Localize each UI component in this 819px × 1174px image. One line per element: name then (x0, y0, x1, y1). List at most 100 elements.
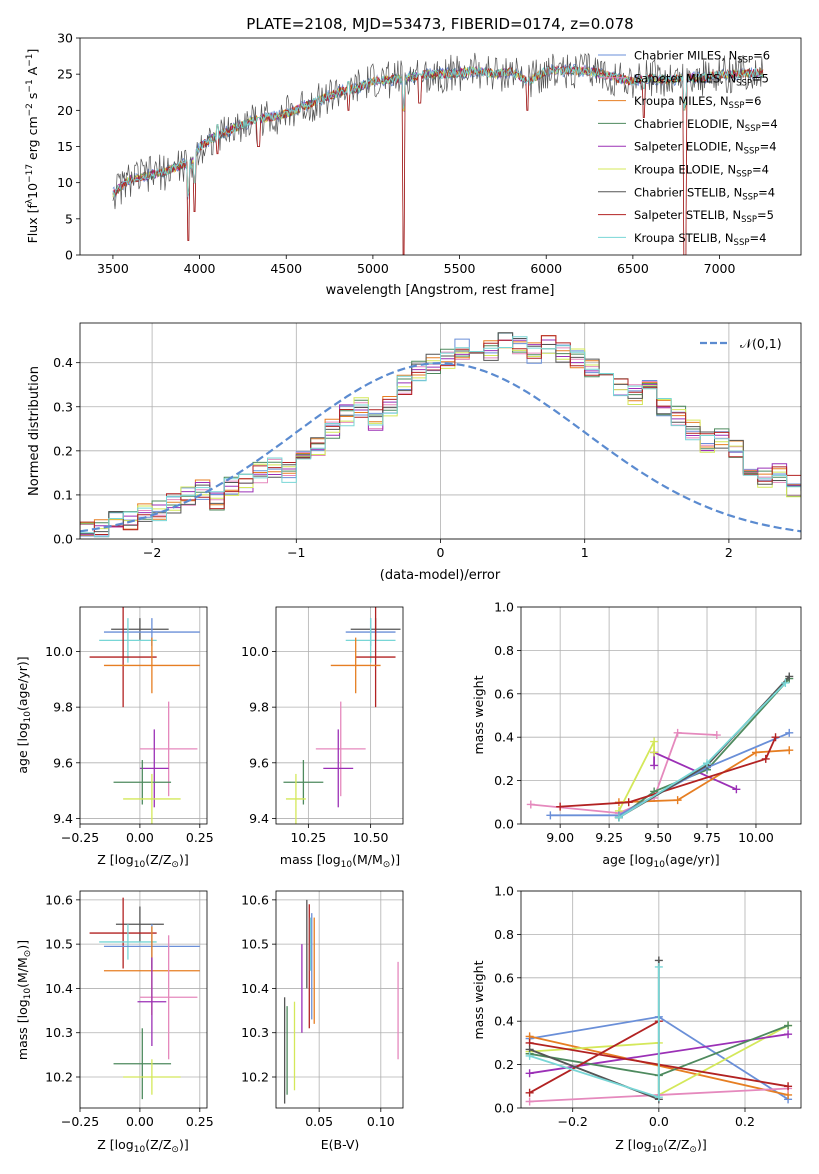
x-tick-label: 5000 (357, 261, 389, 276)
weight-marker (525, 1051, 534, 1060)
y-axis-label: Flux [fλ10−17 erg cm−2 s−1 A−1] (25, 49, 40, 244)
legend-sub: SSP (742, 192, 758, 202)
weight-marker (654, 962, 663, 971)
label-part: (age/yr)] (665, 852, 720, 867)
mass-weight-z-panel: −0.2 0.0 0.2 0.0 0.2 0.4 0.6 0.8 1.0 (494, 884, 802, 1129)
spectrum-lines (112, 52, 764, 255)
legend-sub: SSP (729, 101, 745, 111)
y-tick-label: 10.0 (241, 644, 269, 659)
x-tick-label: −0.25 (61, 1114, 99, 1129)
x-axis-label: (data-model)/error (380, 568, 501, 583)
label-part: −17 (25, 164, 35, 183)
label-part: )] (390, 852, 400, 867)
y-tick-label: 10.3 (241, 1025, 269, 1040)
label-part: ] (25, 49, 40, 54)
legend-count: =4 (752, 163, 769, 177)
legend-name: Kroupa MILES, N (634, 94, 729, 108)
x-tick-label: 9.00 (546, 830, 574, 845)
x-tick-label: 9.25 (595, 830, 623, 845)
weight-marker (525, 1088, 534, 1097)
legend-sub: SSP (736, 170, 752, 180)
x-tick-label: 0.2 (735, 1114, 755, 1129)
weight-marker (784, 1082, 793, 1091)
x-tick-label: −0.25 (61, 830, 99, 845)
legend-sub: SSP (745, 124, 761, 134)
label-part: −1 (25, 54, 35, 67)
x-tick-label: −0.2 (558, 1114, 588, 1129)
weight-marker (761, 754, 770, 763)
weight-marker (751, 748, 760, 757)
weight-marker (650, 737, 659, 746)
weight-marker (650, 761, 659, 770)
weight-marker (785, 672, 794, 681)
legend-name: Chabrier STELIB, N (634, 185, 742, 199)
label-part: ⊙ (689, 1145, 697, 1155)
histogram-step (80, 332, 801, 539)
weight-marker (784, 1021, 793, 1030)
y-tick-label: 1.0 (494, 884, 514, 899)
y-tick-label: 0.0 (494, 1101, 514, 1116)
x-tick-label: 6000 (530, 261, 562, 276)
y-tick-label: 0.6 (494, 970, 514, 985)
x-tick-label: 4500 (270, 261, 302, 276)
weight-marker (525, 1069, 534, 1078)
label-part: )] (179, 852, 189, 867)
label-part: mass [log (15, 999, 30, 1060)
legend-name: Chabrier ELODIE, N (634, 117, 745, 131)
weight-marker (556, 802, 565, 811)
x-tick-label: 0.10 (367, 1114, 395, 1129)
residual-panel: −2 −1 0 1 2 0.0 0.1 0.2 0.3 0.4 (data-model)/error… (27, 322, 802, 583)
x-axis-label: Z [log10(Z/Z⊙)] (97, 852, 188, 870)
label-part: Z [log (97, 1137, 133, 1152)
weight-marker (784, 1030, 793, 1039)
y-tick-label: 0.3 (53, 399, 73, 414)
label-part: (age/yr)] (15, 656, 30, 711)
y-tick-label: 9.8 (249, 700, 269, 715)
legend-count: =4 (749, 231, 766, 245)
legend-sub: SSP (741, 215, 757, 225)
legend-count: =4 (760, 140, 777, 154)
label-part: )] (179, 1137, 189, 1152)
x-tick-label: 10.25 (290, 830, 326, 845)
weight-marker (526, 800, 535, 809)
label-part: ⊙ (171, 1145, 179, 1155)
y-tick-label: 10.4 (241, 981, 269, 996)
label-part: 10 (654, 860, 666, 870)
x-tick-label: 0.05 (305, 1114, 333, 1129)
y-tick-label: 0.2 (494, 773, 514, 788)
histogram-step (80, 336, 801, 539)
y-tick-label: 10.4 (45, 981, 73, 996)
weight-marker (525, 1097, 534, 1106)
y-axis-label: Normed distribution (27, 366, 42, 496)
legend-entry: Salpeter ELODIE, NSSP=4 (634, 140, 777, 157)
y-tick-label: 0.4 (494, 730, 514, 745)
weight-line (529, 1020, 660, 1094)
y-tick-label: 0 (65, 248, 73, 263)
normal-curve (80, 361, 801, 533)
legend-name: Kroupa STELIB, N (634, 231, 734, 245)
x-axis-label: Z [log10(Z/Z⊙)] (615, 1137, 706, 1155)
x-tick-label: 4000 (184, 261, 216, 276)
label-part: )] (697, 1137, 707, 1152)
weight-marker (712, 731, 721, 740)
spectrum-panel: PLATE=2108, MJD=53473, FIBERID=0174, z=0… (25, 15, 802, 298)
axes-frame (79, 37, 802, 256)
legend-count: =4 (758, 185, 775, 199)
legend-entry: Kroupa MILES, NSSP=6 (634, 94, 761, 111)
weight-marker (614, 813, 623, 822)
legend-entry: Chabrier ELODIE, NSSP=4 (634, 117, 778, 134)
label-part: 10 (341, 860, 353, 870)
y-axis-label: mass weight (471, 960, 486, 1039)
legend-entry: Kroupa ELODIE, NSSP=4 (634, 163, 769, 180)
y-tick-label: 5 (65, 211, 73, 226)
y-tick-label: 0.1 (53, 487, 73, 502)
axes-frame (520, 890, 802, 1109)
weight-line (560, 736, 777, 808)
axes-frame (79, 606, 208, 825)
weight-line (618, 749, 790, 804)
y-tick-label: 0.2 (494, 1057, 514, 1072)
y-tick-label: 10 (57, 175, 73, 190)
mass-vs-ebv-panel: 0.05 0.10 10.2 10.3 10.4 10.5 10.6 (241, 890, 404, 1129)
label-part: 10 (652, 1145, 664, 1155)
legend-name: Salpeter MILES, N (634, 71, 736, 85)
